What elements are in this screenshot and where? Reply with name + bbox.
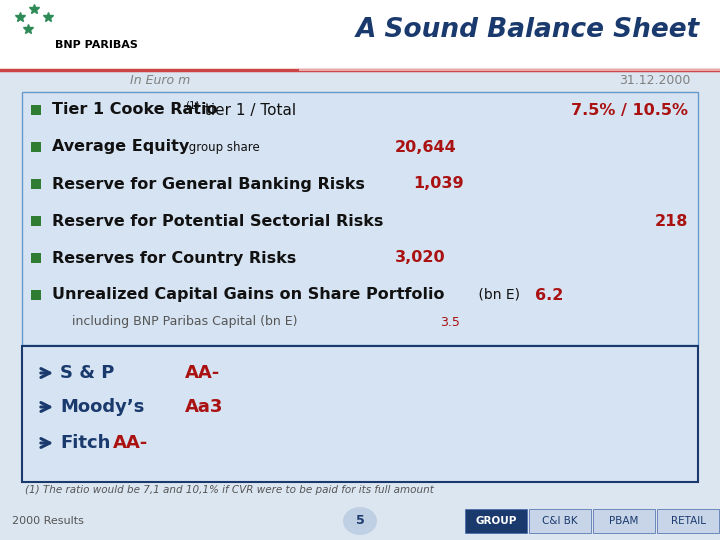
- Text: group share: group share: [185, 140, 260, 153]
- Text: 31.12.2000: 31.12.2000: [618, 73, 690, 86]
- Text: tier 1 / Total: tier 1 / Total: [200, 103, 296, 118]
- Text: Average Equity: Average Equity: [52, 139, 189, 154]
- Bar: [31, 179, 41, 189]
- Bar: [31, 105, 41, 115]
- Text: 5: 5: [356, 515, 364, 528]
- Bar: [31, 253, 41, 263]
- Text: GROUP: GROUP: [475, 516, 517, 526]
- Text: Moody’s: Moody’s: [60, 398, 145, 416]
- Bar: [0, 70, 720, 90]
- Text: 1,039: 1,039: [413, 177, 464, 192]
- Text: Reserve for General Banking Risks: Reserve for General Banking Risks: [52, 177, 371, 192]
- Bar: [31, 216, 41, 226]
- Text: (bn E): (bn E): [474, 288, 524, 302]
- Text: 7.5% / 10.5%: 7.5% / 10.5%: [571, 103, 688, 118]
- Bar: [657, 509, 719, 533]
- Text: Reserves for Country Risks: Reserves for Country Risks: [52, 251, 296, 266]
- Ellipse shape: [343, 507, 377, 535]
- Bar: [529, 509, 591, 533]
- Bar: [31, 290, 41, 300]
- Text: AA-: AA-: [113, 434, 148, 452]
- Bar: [31, 142, 41, 152]
- Text: C&I BK: C&I BK: [542, 516, 578, 526]
- Text: 3.5: 3.5: [440, 315, 460, 328]
- Text: 6.2: 6.2: [535, 287, 563, 302]
- Text: Tier 1 Cooke Ratio: Tier 1 Cooke Ratio: [52, 103, 223, 118]
- Text: BNP PARIBAS: BNP PARIBAS: [55, 40, 138, 50]
- Text: 218: 218: [654, 213, 688, 228]
- Text: In Euro m: In Euro m: [130, 73, 190, 86]
- Bar: [22, 92, 698, 345]
- Text: (1): (1): [185, 100, 199, 110]
- Text: A Sound Balance Sheet: A Sound Balance Sheet: [356, 17, 700, 43]
- Bar: [0, 0, 720, 70]
- Text: RETAIL: RETAIL: [670, 516, 706, 526]
- Bar: [22, 346, 698, 482]
- Bar: [465, 509, 527, 533]
- Bar: [0, 502, 720, 540]
- Text: PBAM: PBAM: [609, 516, 639, 526]
- Text: (1) The ratio would be 7,1 and 10,1% if CVR were to be paid for its full amount: (1) The ratio would be 7,1 and 10,1% if …: [25, 485, 434, 495]
- Text: S & P: S & P: [60, 364, 114, 382]
- Text: 20,644: 20,644: [395, 139, 456, 154]
- Text: Aa3: Aa3: [185, 398, 223, 416]
- Text: Reserve for Potential Sectorial Risks: Reserve for Potential Sectorial Risks: [52, 213, 383, 228]
- Text: 2000 Results: 2000 Results: [12, 516, 84, 526]
- Text: 3,020: 3,020: [395, 251, 446, 266]
- Text: Fitch: Fitch: [60, 434, 110, 452]
- Text: AA-: AA-: [185, 364, 220, 382]
- Text: Unrealized Capital Gains on Share Portfolio: Unrealized Capital Gains on Share Portfo…: [52, 287, 444, 302]
- Text: including BNP Paribas Capital (bn E): including BNP Paribas Capital (bn E): [72, 315, 297, 328]
- Bar: [593, 509, 655, 533]
